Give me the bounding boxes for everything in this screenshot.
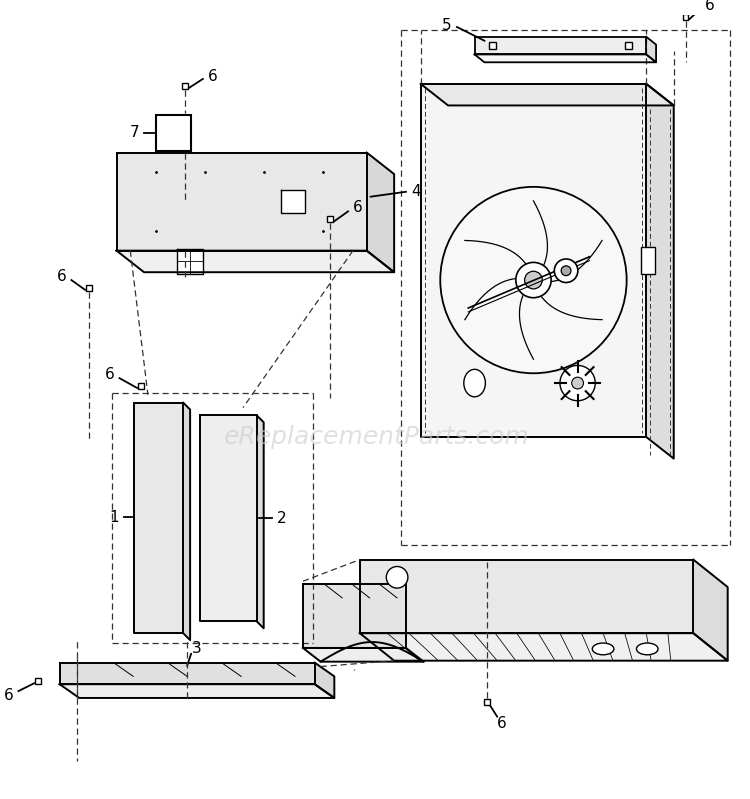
Text: eReplacementParts.com: eReplacementParts.com [224,425,530,449]
Polygon shape [256,415,264,628]
Bar [626,42,632,49]
Bar [682,14,688,20]
Circle shape [525,271,542,289]
Circle shape [554,259,578,283]
Circle shape [560,365,596,401]
Ellipse shape [637,643,658,655]
Polygon shape [183,403,190,640]
Polygon shape [60,684,334,698]
Bar [484,699,490,705]
Polygon shape [315,662,334,698]
Polygon shape [60,662,315,684]
Polygon shape [646,37,656,62]
Polygon shape [303,648,424,662]
Circle shape [561,266,571,276]
Text: 4: 4 [411,185,421,199]
Polygon shape [421,84,674,105]
Bar [489,42,496,49]
Polygon shape [116,153,367,251]
Polygon shape [116,251,394,272]
Circle shape [572,377,584,389]
Circle shape [440,187,627,373]
Bar [182,83,188,89]
Bar [35,678,41,684]
Text: 6: 6 [4,687,13,702]
Polygon shape [421,84,646,437]
Polygon shape [646,84,674,459]
Polygon shape [134,403,183,634]
Text: 6: 6 [57,268,67,284]
Polygon shape [475,54,656,62]
Ellipse shape [464,369,485,397]
Polygon shape [475,37,646,54]
Text: 5: 5 [442,18,452,33]
Polygon shape [367,153,394,272]
Bar [86,285,92,291]
Circle shape [516,262,551,298]
Text: 3: 3 [192,642,202,657]
Text: 2: 2 [277,511,286,526]
Text: 6: 6 [497,716,507,731]
Polygon shape [303,584,406,648]
Polygon shape [360,559,693,634]
Text: 6: 6 [208,69,218,84]
Polygon shape [177,248,203,274]
Text: 6: 6 [353,200,363,215]
Polygon shape [200,415,256,622]
Ellipse shape [592,643,614,655]
Polygon shape [281,190,305,213]
Polygon shape [693,559,728,661]
Text: 7: 7 [130,125,139,141]
Polygon shape [360,634,728,661]
Bar [328,217,333,222]
Circle shape [386,566,408,588]
Text: 6: 6 [105,367,115,382]
Bar [138,383,144,389]
Text: 1: 1 [110,510,119,525]
Text: 6: 6 [705,0,715,13]
Bar [641,247,655,274]
